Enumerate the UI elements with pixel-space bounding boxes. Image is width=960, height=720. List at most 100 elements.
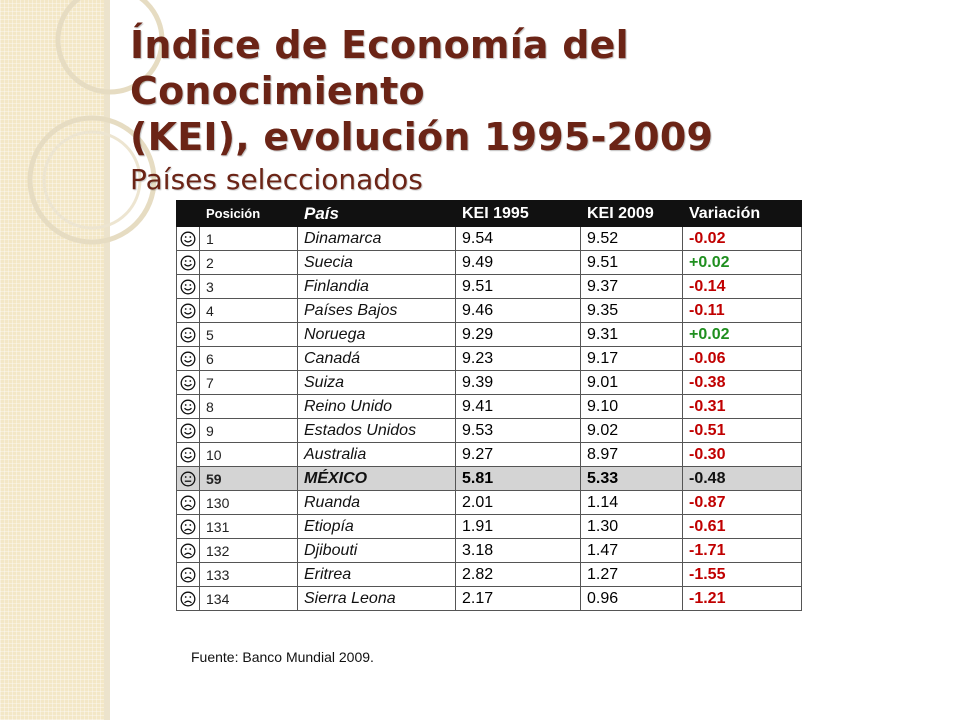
header-kei-2009: KEI 2009 [580,200,683,227]
kei-2009-cell: 8.97 [580,442,683,467]
rank-cell: 8 [199,394,298,419]
kei-2009-cell: 9.37 [580,274,683,299]
rank-cell: 59 [199,466,298,491]
variation-cell: -0.11 [682,298,802,323]
kei-1995-cell: 9.23 [455,346,581,371]
rank-cell: 9 [199,418,298,443]
face-cell [176,394,200,419]
kei-2009-cell: 9.51 [580,250,683,275]
happy-face-icon [177,351,199,367]
rank-cell: 2 [199,250,298,275]
rank-cell: 133 [199,562,298,587]
kei-2009-cell: 9.52 [580,226,683,251]
table-row: 7 Suiza 9.39 9.01 -0.38 [176,370,802,395]
kei-2009-cell: 5.33 [580,466,683,491]
happy-face-icon [177,423,199,439]
country-cell: Ruanda [297,490,456,515]
country-cell: Estados Unidos [297,418,456,443]
table-header-row: Posición País KEI 1995 KEI 2009 Variació… [176,200,802,227]
face-cell [176,538,200,563]
kei-2009-cell: 1.27 [580,562,683,587]
happy-face-icon [177,399,199,415]
kei-2009-cell: 1.14 [580,490,683,515]
title-subtitle: Países seleccionados [130,163,423,196]
table-row: 9 Estados Unidos 9.53 9.02 -0.51 [176,418,802,443]
kei-1995-cell: 9.29 [455,322,581,347]
header-face [176,200,200,227]
rank-cell: 10 [199,442,298,467]
country-cell: Eritrea [297,562,456,587]
kei-2009-cell: 9.01 [580,370,683,395]
face-cell [176,562,200,587]
happy-face-icon [177,375,199,391]
country-cell: Sierra Leona [297,586,456,611]
rank-cell: 132 [199,538,298,563]
header-kei-1995: KEI 1995 [455,200,581,227]
sad-face-icon [177,543,199,559]
kei-2009-cell: 9.02 [580,418,683,443]
country-cell: Dinamarca [297,226,456,251]
kei-2009-cell: 0.96 [580,586,683,611]
kei-1995-cell: 9.51 [455,274,581,299]
source-note: Fuente: Banco Mundial 2009. [191,649,374,665]
table-row: 134 Sierra Leona 2.17 0.96 -1.21 [176,586,802,611]
face-cell [176,442,200,467]
face-cell [176,514,200,539]
happy-face-icon [177,327,199,343]
rank-cell: 6 [199,346,298,371]
rank-cell: 4 [199,298,298,323]
table-row: 133 Eritrea 2.82 1.27 -1.55 [176,562,802,587]
slide-title: Índice de Economía del Conocimiento (KEI… [130,22,930,198]
rank-cell: 3 [199,274,298,299]
happy-face-icon [177,447,199,463]
rank-cell: 130 [199,490,298,515]
kei-2009-cell: 9.17 [580,346,683,371]
variation-cell: -0.61 [682,514,802,539]
table-row: 6 Canadá 9.23 9.17 -0.06 [176,346,802,371]
kei-1995-cell: 9.49 [455,250,581,275]
table-row: 3 Finlandia 9.51 9.37 -0.14 [176,274,802,299]
table-row: 4 Países Bajos 9.46 9.35 -0.11 [176,298,802,323]
rank-cell: 7 [199,370,298,395]
country-cell: MÉXICO [297,466,456,491]
country-cell: Países Bajos [297,298,456,323]
kei-1995-cell: 1.91 [455,514,581,539]
table-row: 59 MÉXICO 5.81 5.33 -0.48 [176,466,802,491]
happy-face-icon [177,303,199,319]
variation-cell: +0.02 [682,322,802,347]
decorative-circles [27,0,165,245]
happy-face-icon [177,279,199,295]
kei-2009-cell: 9.31 [580,322,683,347]
left-band-edge [104,0,110,720]
variation-cell: +0.02 [682,250,802,275]
kei-table: Posición País KEI 1995 KEI 2009 Variació… [176,200,802,611]
country-cell: Reino Unido [297,394,456,419]
neutral-face-icon [177,471,199,487]
variation-cell: -0.87 [682,490,802,515]
table-row: 132 Djibouti 3.18 1.47 -1.71 [176,538,802,563]
table-body: 1 Dinamarca 9.54 9.52 -0.02 2 Suecia 9.49 9.51 +0… [176,226,802,611]
variation-cell: -0.30 [682,442,802,467]
table-row: 8 Reino Unido 9.41 9.10 -0.31 [176,394,802,419]
sad-face-icon [177,591,199,607]
face-cell [176,586,200,611]
table-row: 1 Dinamarca 9.54 9.52 -0.02 [176,226,802,251]
rank-cell: 134 [199,586,298,611]
kei-1995-cell: 9.54 [455,226,581,251]
title-line-1: Índice de Economía del Conocimiento [130,23,629,113]
variation-cell: -0.51 [682,418,802,443]
title-line-2: (KEI), evolución 1995-2009 [130,115,714,159]
header-position: Posición [199,200,298,227]
header-variation: Variación [682,200,802,227]
rank-cell: 5 [199,322,298,347]
country-cell: Suiza [297,370,456,395]
table-row: 130 Ruanda 2.01 1.14 -0.87 [176,490,802,515]
variation-cell: -0.48 [682,466,802,491]
happy-face-icon [177,231,199,247]
country-cell: Noruega [297,322,456,347]
variation-cell: -0.14 [682,274,802,299]
kei-1995-cell: 9.41 [455,394,581,419]
rank-cell: 131 [199,514,298,539]
kei-1995-cell: 3.18 [455,538,581,563]
kei-1995-cell: 5.81 [455,466,581,491]
